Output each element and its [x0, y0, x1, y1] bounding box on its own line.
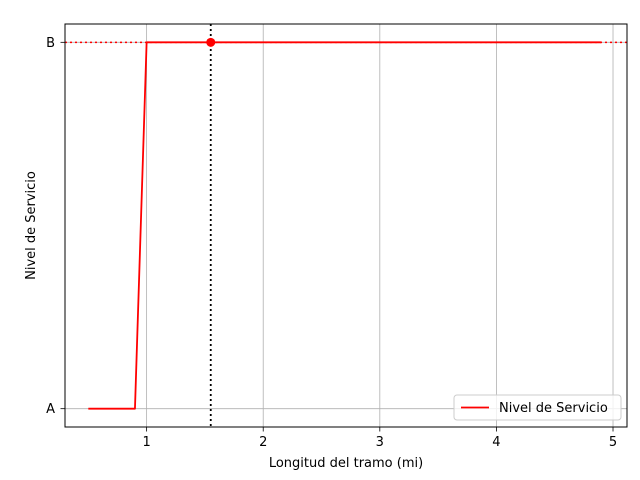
y-axis-label: Nivel de Servicio [24, 171, 39, 280]
highlight-point-marker [206, 37, 216, 47]
legend-box [453, 394, 622, 421]
x-tick-label: 2 [259, 435, 267, 450]
y-tick-label: A [46, 402, 55, 417]
series-line [88, 41, 602, 410]
y-tick-label: B [46, 36, 55, 51]
tick-layer: 1 2 3 4 5 A B [46, 36, 617, 450]
legend-label: Nivel de Servicio [499, 401, 608, 416]
x-tick-label: 3 [376, 435, 384, 450]
legend: Nivel de Servicio [453, 394, 622, 421]
plot-frame [64, 23, 628, 428]
series-layer [88, 37, 602, 410]
x-tick-label: 4 [492, 435, 500, 450]
x-axis-label: Longitud del tramo (mi) [269, 456, 423, 471]
x-tick-label: 5 [609, 435, 617, 450]
x-tick-label: 1 [142, 435, 150, 450]
